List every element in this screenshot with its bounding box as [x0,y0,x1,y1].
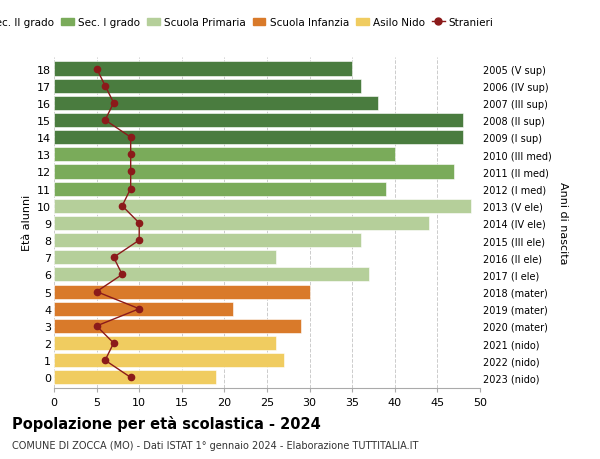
Bar [54,268,369,282]
Bar [54,234,361,247]
Bar [54,199,472,213]
Bar [54,336,275,350]
Bar [54,251,275,265]
Bar [54,182,386,196]
Bar [54,131,463,145]
Bar [54,353,284,368]
Bar [54,148,395,162]
Bar [54,370,216,385]
Y-axis label: Età alunni: Età alunni [22,195,32,251]
Bar [54,319,301,333]
Bar [54,165,454,179]
Bar [54,217,429,230]
Bar [54,302,233,316]
Bar [54,96,378,111]
Text: COMUNE DI ZOCCA (MO) - Dati ISTAT 1° gennaio 2024 - Elaborazione TUTTITALIA.IT: COMUNE DI ZOCCA (MO) - Dati ISTAT 1° gen… [12,440,418,450]
Text: Popolazione per età scolastica - 2024: Popolazione per età scolastica - 2024 [12,415,321,431]
Bar [54,114,463,128]
Bar [54,62,352,76]
Bar [54,285,310,299]
Legend: Sec. II grado, Sec. I grado, Scuola Primaria, Scuola Infanzia, Asilo Nido, Stran: Sec. II grado, Sec. I grado, Scuola Prim… [0,18,494,28]
Bar [54,79,361,94]
Y-axis label: Anni di nascita: Anni di nascita [559,181,568,264]
